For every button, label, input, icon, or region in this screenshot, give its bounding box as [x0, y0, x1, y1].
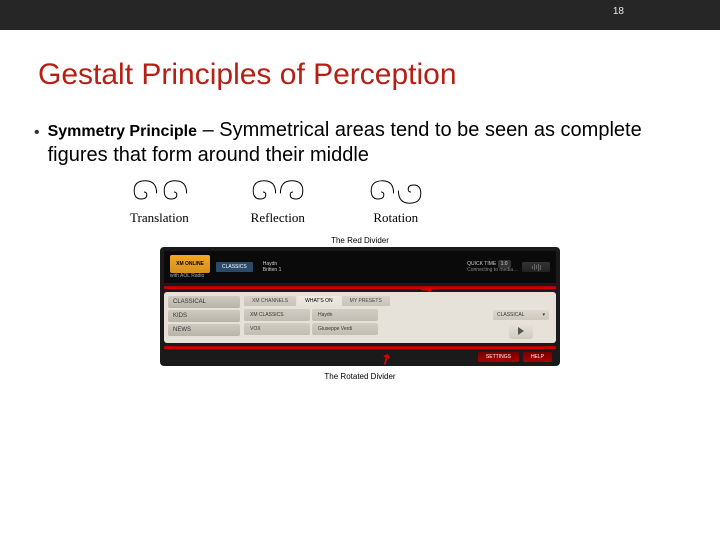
spiral-icon	[130, 178, 158, 206]
spiral-icon	[279, 178, 307, 206]
spiral-group-rotation: Rotation	[367, 178, 425, 226]
xm-classics-badge: CLASSICS	[216, 262, 253, 272]
spiral-label: Translation	[130, 210, 189, 226]
spiral-group-reflection: Reflection	[249, 178, 307, 226]
chevron-down-icon: ▾	[542, 312, 545, 318]
spiral-icon	[249, 178, 277, 206]
bullet-lead: Symmetry Principle	[48, 123, 197, 140]
widget-category[interactable]: CLASSICAL ▾	[493, 310, 549, 320]
xm-quicktime: QUICK TIME 1:0 Connecting to media…	[467, 261, 550, 273]
spiral-label: Rotation	[367, 210, 425, 226]
xm-sublogo: with AOL Radio	[170, 273, 210, 279]
caption-top: The Red Divider	[160, 236, 560, 245]
help-button[interactable]: HELP	[523, 352, 552, 362]
widget-label: CLASSICAL	[497, 312, 525, 318]
top-bar: 18	[0, 0, 720, 30]
spiral-icon	[397, 178, 425, 206]
tab-channels[interactable]: XM CHANNELS	[244, 296, 296, 306]
sidebar-item[interactable]: CLASSICAL	[168, 296, 240, 308]
sidebar-item[interactable]: KIDS	[168, 310, 240, 322]
xm-cell: VOX	[244, 323, 310, 335]
play-icon	[518, 327, 524, 335]
xm-body: CLASSICAL KIDS NEWS XM CHANNELS WHAT'S O…	[164, 292, 556, 343]
play-button[interactable]	[509, 323, 533, 339]
xm-cell: Haydn	[312, 309, 378, 321]
red-divider	[164, 286, 556, 289]
xm-logo: XM ONLINE	[170, 255, 210, 273]
xm-tabs: XM CHANNELS WHAT'S ON MY PRESETS	[244, 296, 486, 306]
xm-track-bottom: Britten 1	[263, 267, 282, 273]
connecting-text: Connecting to media…	[467, 267, 518, 273]
red-divider-bottom	[164, 346, 556, 349]
xm-rows: XM CLASSICS Haydn VOX Giuseppe Verdi	[244, 309, 486, 335]
page-number: 18	[613, 6, 624, 17]
xm-screenshot-region: The Red Divider XM ONLINE with AOL Radio…	[160, 236, 560, 381]
equalizer-icon	[522, 262, 550, 272]
sidebar-item[interactable]: NEWS	[168, 324, 240, 336]
spiral-label: Reflection	[249, 210, 307, 226]
xm-header: XM ONLINE with AOL Radio CLASSICS Haydn …	[164, 251, 556, 283]
xm-main: XM CHANNELS WHAT'S ON MY PRESETS XM CLAS…	[244, 296, 486, 339]
bullet-marker: •	[34, 124, 40, 142]
xm-cell: XM CLASSICS	[244, 309, 310, 321]
caption-bottom: The Rotated Divider	[160, 372, 560, 381]
xm-row[interactable]: VOX Giuseppe Verdi	[244, 323, 486, 335]
bullet-row: • Symmetry Principle – Symmetrical areas…	[34, 118, 690, 168]
xm-sidebar: CLASSICAL KIDS NEWS	[168, 296, 240, 339]
spiral-group-translation: Translation	[130, 178, 189, 226]
spiral-icon	[160, 178, 188, 206]
spiral-icon	[367, 178, 395, 206]
tab-whatson[interactable]: WHAT'S ON	[297, 296, 341, 306]
xm-cell: Giuseppe Verdi	[312, 323, 378, 335]
xm-footer: SETTINGS HELP	[164, 352, 556, 362]
bullet-sep: –	[197, 119, 219, 141]
xm-widget: CLASSICAL ▾	[490, 296, 552, 339]
spiral-row: Translation Reflection Rotation	[130, 178, 720, 226]
xm-track-info: Haydn Britten 1	[263, 261, 282, 273]
bullet-text: Symmetry Principle – Symmetrical areas t…	[48, 118, 690, 168]
xm-row[interactable]: XM CLASSICS Haydn	[244, 309, 486, 321]
xm-panel: XM ONLINE with AOL Radio CLASSICS Haydn …	[160, 247, 560, 366]
slide-title: Gestalt Principles of Perception	[38, 58, 720, 92]
tab-presets[interactable]: MY PRESETS	[342, 296, 390, 306]
settings-button[interactable]: SETTINGS	[478, 352, 519, 362]
